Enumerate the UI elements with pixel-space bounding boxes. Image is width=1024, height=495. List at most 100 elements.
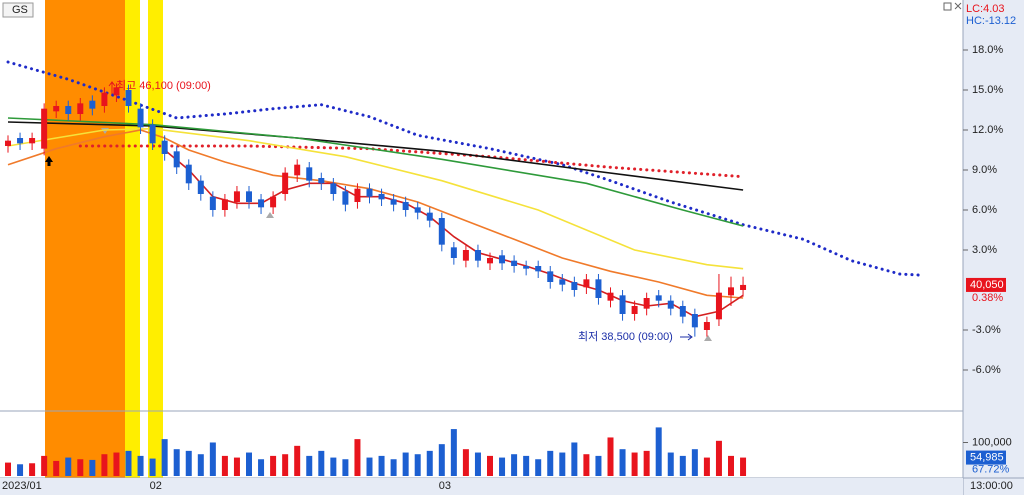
candle-body bbox=[523, 266, 530, 269]
volume-bar bbox=[390, 459, 397, 476]
candle-body bbox=[342, 191, 349, 205]
volume-bar bbox=[294, 445, 301, 476]
volume-bar bbox=[282, 454, 289, 476]
lc-label: LC:4.03 bbox=[966, 3, 1005, 15]
change-label: 0.38% bbox=[972, 292, 1003, 304]
volume-bar bbox=[246, 452, 252, 476]
window-icon[interactable] bbox=[943, 2, 952, 11]
volume-bar bbox=[233, 457, 240, 476]
candle-body bbox=[547, 271, 554, 282]
candle-body bbox=[366, 188, 373, 197]
candle-body bbox=[607, 292, 614, 301]
close-icon[interactable] bbox=[954, 2, 962, 10]
candle-body bbox=[233, 191, 240, 202]
volume-bar bbox=[667, 452, 674, 476]
y-tick-label: -6.0% bbox=[972, 364, 1001, 376]
volume-bar bbox=[414, 454, 421, 476]
x-axis-panel bbox=[0, 478, 963, 495]
candle-body bbox=[113, 87, 120, 96]
y-tick-label: 9.0% bbox=[972, 164, 997, 176]
highlight-band bbox=[45, 0, 125, 478]
volume-bar bbox=[462, 449, 469, 476]
candle-body bbox=[559, 279, 566, 285]
volume-bar bbox=[65, 457, 72, 476]
y-tick-label: 6.0% bbox=[972, 204, 997, 216]
x-tick-label: 02 bbox=[150, 480, 162, 492]
volume-bar bbox=[523, 455, 530, 476]
price-box bbox=[966, 277, 1006, 292]
volume-bar bbox=[5, 462, 11, 476]
volume-bar bbox=[221, 455, 228, 476]
volume-box bbox=[966, 450, 1006, 465]
candle-body bbox=[426, 212, 433, 221]
volume-bar bbox=[499, 457, 506, 476]
candle-body bbox=[258, 199, 265, 208]
candle-body bbox=[246, 191, 252, 202]
candle-body bbox=[667, 300, 674, 309]
candle-body bbox=[474, 250, 481, 261]
volume-bar bbox=[17, 464, 24, 476]
candle-body bbox=[65, 106, 72, 114]
volume-bar bbox=[571, 442, 578, 476]
ma-line bbox=[7, 121, 744, 191]
volume-bar bbox=[89, 459, 96, 476]
time-label: 13:00:00 bbox=[970, 480, 1013, 492]
highlight-band bbox=[148, 0, 163, 478]
y-tick-label: -3.0% bbox=[972, 324, 1001, 336]
candle-body bbox=[221, 199, 228, 210]
candle-body bbox=[185, 164, 192, 184]
dotted-line bbox=[78, 144, 745, 179]
volume-bar bbox=[306, 455, 313, 476]
volume-bar bbox=[197, 454, 204, 476]
high-arrow bbox=[108, 81, 116, 95]
volume-bar bbox=[258, 459, 265, 476]
candle-body bbox=[306, 167, 313, 181]
volume-bar bbox=[270, 455, 277, 476]
chart-title: GS bbox=[12, 4, 28, 16]
highlight-band bbox=[125, 0, 140, 478]
volume-bar bbox=[137, 455, 144, 476]
volume-bar bbox=[438, 444, 445, 476]
signal-arrow bbox=[704, 335, 712, 341]
candle-body bbox=[438, 218, 445, 245]
ma-line bbox=[7, 129, 744, 299]
volume-bar bbox=[342, 459, 349, 476]
candle-body bbox=[728, 287, 734, 296]
signal-arrow bbox=[45, 156, 53, 166]
candle-body bbox=[631, 306, 638, 314]
y-tick-label: 12.0% bbox=[972, 124, 1003, 136]
volume-bar bbox=[149, 458, 156, 476]
volume-bar bbox=[535, 459, 542, 476]
candle-body bbox=[149, 124, 156, 144]
low-arrow bbox=[680, 333, 693, 341]
volume-bar bbox=[77, 459, 84, 476]
volume-bar bbox=[426, 450, 433, 476]
candle-body bbox=[173, 151, 180, 168]
candle-body bbox=[511, 260, 518, 266]
candle-body bbox=[499, 255, 506, 264]
volume-bar bbox=[679, 455, 686, 476]
signal-arrow bbox=[266, 212, 274, 218]
volume-bar bbox=[740, 457, 747, 476]
volume-bar bbox=[691, 449, 698, 476]
volume-bar bbox=[559, 452, 566, 476]
candle-body bbox=[715, 292, 722, 320]
candle-body bbox=[487, 258, 493, 264]
volume-bar bbox=[330, 457, 337, 476]
volume-bar bbox=[101, 454, 108, 476]
high-label: 최고 46,100 (09:00) bbox=[116, 79, 211, 92]
volume-bar bbox=[607, 437, 614, 476]
candle-body bbox=[390, 199, 397, 205]
volume-bar bbox=[547, 450, 554, 476]
candle-body bbox=[378, 194, 385, 200]
candle-body bbox=[125, 90, 132, 106]
candle-body bbox=[41, 108, 48, 149]
candle-body bbox=[571, 282, 578, 290]
candle-body bbox=[450, 247, 457, 258]
candle-body bbox=[282, 172, 289, 194]
volume-bar bbox=[703, 457, 710, 476]
volume-bar bbox=[474, 452, 481, 476]
candle-body bbox=[53, 106, 60, 112]
candle-body bbox=[691, 314, 698, 328]
